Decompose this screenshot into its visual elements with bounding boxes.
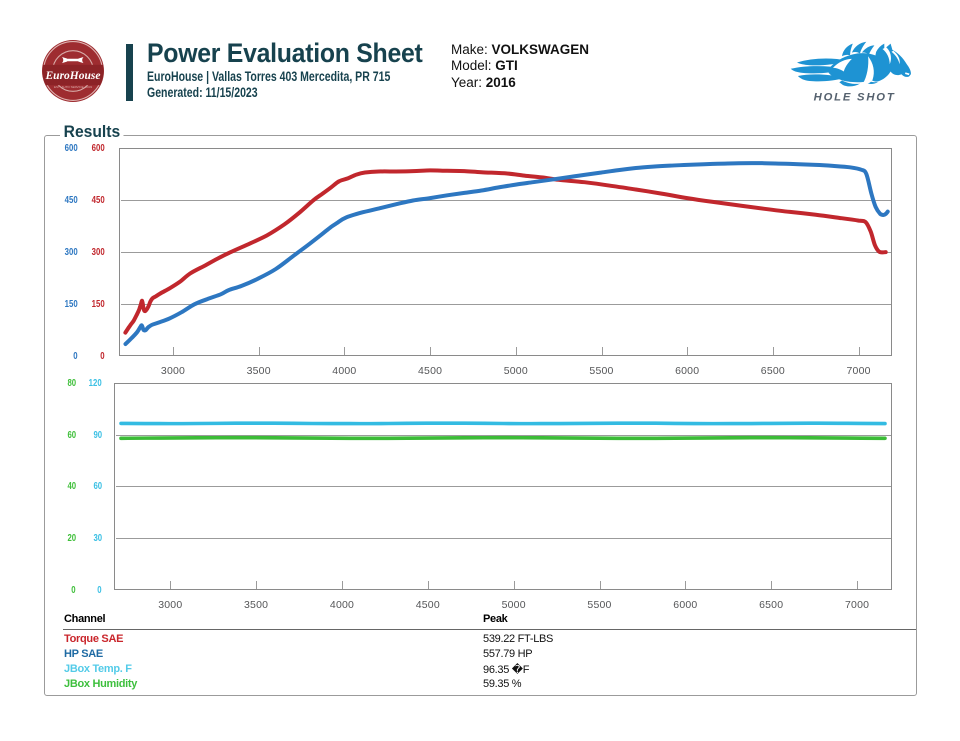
svg-text:EuroHouse: EuroHouse <box>45 70 101 82</box>
svg-text:EST AUTO SERVICE 2003: EST AUTO SERVICE 2003 <box>54 85 92 89</box>
svg-text:HOLE SHOT: HOLE SHOT <box>814 91 896 103</box>
